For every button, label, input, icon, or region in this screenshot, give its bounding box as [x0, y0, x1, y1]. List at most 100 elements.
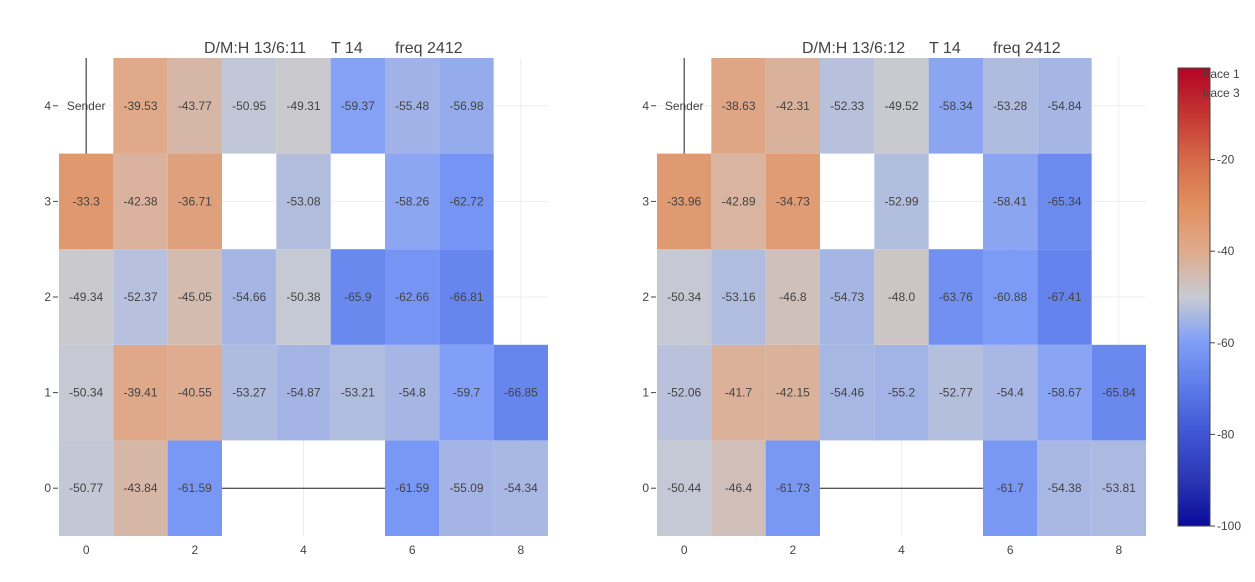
heatmap-cell [874, 58, 929, 154]
heatmap-cell [928, 344, 983, 441]
cell-value-label: -50.34 [667, 290, 701, 304]
cell-value-label: -33.96 [667, 194, 701, 208]
heatmap-cell [765, 153, 820, 250]
heatmap-cell [222, 344, 277, 441]
cell-value-label: -43.77 [178, 99, 212, 113]
heatmap-cell [657, 440, 712, 536]
cell-value-label: -61.7 [996, 481, 1024, 495]
cell-value-label: -65.84 [1102, 386, 1136, 400]
legend-item[interactable]: trace 3 [1203, 86, 1240, 100]
axes: 0 2 4 6 8 0 1 2 3 4 [44, 99, 524, 557]
heatmap-cell [983, 58, 1038, 154]
heatmap-cell [385, 440, 440, 536]
heatmap-cell [276, 153, 331, 250]
cell-value-label: -55.48 [395, 99, 429, 113]
heatmap-cell [1037, 344, 1092, 441]
cell-value-label: -53.81 [1102, 481, 1136, 495]
axes: 0 2 4 6 8 0 1 2 3 4 [642, 99, 1122, 557]
heatmap-cell [167, 440, 222, 536]
y-tick-label: 4 [642, 99, 649, 113]
cell-value-label: -50.44 [667, 481, 701, 495]
title-part: freq 2412 [993, 40, 1061, 57]
cell-value-label: -46.4 [725, 481, 753, 495]
heatmap-cell [59, 249, 114, 345]
cell-value-label: -49.31 [286, 99, 320, 113]
cell-value-label: -48.0 [888, 290, 916, 304]
y-tick-label: 0 [44, 481, 51, 495]
heatmap-cell [820, 344, 875, 441]
heatmap-panel-2: -50.44 -46.4 -61.73 -61.7 -54.38 -53.81 -52.06… [642, 40, 1146, 557]
cell-value-label: -52.06 [667, 386, 701, 400]
x-tick-label: 8 [517, 543, 524, 557]
cell-value-label: -62.72 [449, 194, 483, 208]
heatmap-cell [1037, 249, 1092, 345]
heatmap-cell [167, 58, 222, 154]
trace-lines [683, 58, 983, 489]
cell-value-label: -56.98 [449, 99, 483, 113]
heatmap-panel-1: -50.77 -43.84 -61.59 -61.59 -55.09 -54.34 -50.… [44, 40, 548, 557]
colorbar-tick-label: -20 [1217, 153, 1235, 167]
cell-value-label: -63.76 [939, 290, 973, 304]
cell-value-label: -58.41 [993, 194, 1027, 208]
heatmap-cell [385, 344, 440, 441]
heatmap-cell [657, 249, 712, 345]
colorbar-tick-label: -40 [1217, 244, 1235, 258]
y-tick-label: 2 [44, 290, 51, 304]
heatmap-cell [765, 344, 820, 441]
cell-value-label: -42.15 [776, 386, 810, 400]
heatmap-cell [874, 249, 929, 345]
cell-value-label: -53.16 [721, 290, 755, 304]
y-tick-label: 1 [44, 386, 51, 400]
x-tick-label: 2 [789, 543, 796, 557]
heatmap-cells [59, 58, 548, 536]
y-tick-label: 0 [642, 481, 649, 495]
heatmap-cell [439, 440, 494, 536]
cell-value-label: -41.7 [725, 386, 753, 400]
cell-value-label: -55.2 [888, 386, 916, 400]
cell-value-label: -59.7 [453, 386, 481, 400]
cell-value-label: -50.95 [232, 99, 266, 113]
cell-value-label: -53.28 [993, 99, 1027, 113]
cell-value-label: -33.3 [72, 194, 100, 208]
heatmap-cell [983, 440, 1038, 536]
cell-value-label: -43.84 [123, 481, 157, 495]
heatmap-cell [493, 344, 548, 441]
heatmap-cell [711, 440, 766, 536]
heatmap-cell [385, 153, 440, 250]
title-part: freq 2412 [395, 40, 463, 57]
cell-value-label: -66.81 [449, 290, 483, 304]
heatmap-cell [711, 344, 766, 441]
cell-value-label: -58.34 [939, 99, 973, 113]
heatmap-cell [928, 58, 983, 154]
cell-value-label: -59.37 [341, 99, 375, 113]
cell-value-label: -54.87 [286, 386, 320, 400]
cell-value-label: -50.34 [69, 386, 103, 400]
heatmap-cell [439, 249, 494, 345]
heatmap-cell [330, 249, 385, 345]
cell-value-label: -62.66 [395, 290, 429, 304]
cell-value-label: -54.4 [996, 386, 1024, 400]
cell-value-label: -52.33 [830, 99, 864, 113]
legend-item[interactable]: trace 1 [1203, 67, 1240, 81]
heatmap-cell [222, 249, 277, 345]
x-tick-label: 0 [83, 543, 90, 557]
colorbar-tick-label: -60 [1217, 336, 1235, 350]
cell-value-label: -49.52 [884, 99, 918, 113]
cell-value-label: -65.9 [344, 290, 372, 304]
cell-value-label: -42.38 [123, 194, 157, 208]
y-tick-label: 1 [642, 386, 649, 400]
heatmap-cell [1037, 58, 1092, 154]
title-part: T 14 [331, 40, 363, 57]
x-tick-label: 0 [681, 543, 688, 557]
x-tick-label: 6 [409, 543, 416, 557]
title-part: D/M:H 13/6:12 [802, 40, 905, 57]
cell-value-label: -61.59 [178, 481, 212, 495]
cell-labels: -50.77 -43.84 -61.59 -61.59 -55.09 -54.34 -50.… [67, 99, 538, 495]
cell-value-label: -39.53 [123, 99, 157, 113]
heatmap-cell [874, 153, 929, 250]
cell-value-label: -36.71 [178, 194, 212, 208]
legend: trace 1 trace 3 [1203, 67, 1240, 100]
heatmap-cell [276, 58, 331, 154]
heatmap-cell [222, 58, 277, 154]
